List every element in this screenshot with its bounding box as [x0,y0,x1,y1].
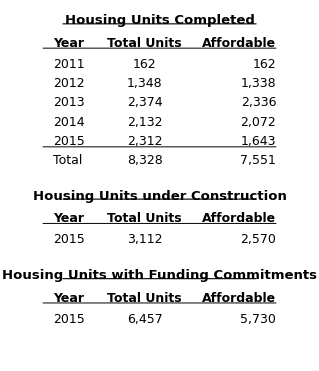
Text: Total Units: Total Units [107,212,182,225]
Text: Total: Total [53,154,82,167]
Text: 3,112: 3,112 [127,233,162,246]
Text: Affordable: Affordable [202,37,276,50]
Text: 2,072: 2,072 [241,115,276,128]
Text: 2015: 2015 [53,233,85,246]
Text: 2015: 2015 [53,313,85,326]
Text: 2015: 2015 [53,135,85,148]
Text: 8,328: 8,328 [127,154,162,167]
Text: Affordable: Affordable [202,212,276,225]
Text: 2014: 2014 [53,115,84,128]
Text: Housing Units with Funding Commitments: Housing Units with Funding Commitments [2,269,317,282]
Text: 2,374: 2,374 [127,96,162,109]
Text: 2,132: 2,132 [127,115,162,128]
Text: Housing Units under Construction: Housing Units under Construction [33,190,286,203]
Text: 2,570: 2,570 [241,233,276,246]
Text: 2013: 2013 [53,96,84,109]
Text: Housing Units Completed: Housing Units Completed [64,14,255,27]
Text: Year: Year [53,212,84,225]
Text: 2,336: 2,336 [241,96,276,109]
Text: Year: Year [53,37,84,50]
Text: 162: 162 [133,58,156,71]
Text: 2012: 2012 [53,77,84,90]
Text: Affordable: Affordable [202,292,276,305]
Text: 7,551: 7,551 [241,154,276,167]
Text: 162: 162 [253,58,276,71]
Text: 1,338: 1,338 [241,77,276,90]
Text: 1,643: 1,643 [241,135,276,148]
Text: Total Units: Total Units [107,37,182,50]
Text: Total Units: Total Units [107,292,182,305]
Text: 1,348: 1,348 [127,77,162,90]
Text: 2011: 2011 [53,58,84,71]
Text: 6,457: 6,457 [127,313,162,326]
Text: 2,312: 2,312 [127,135,162,148]
Text: 5,730: 5,730 [241,313,276,326]
Text: Year: Year [53,292,84,305]
